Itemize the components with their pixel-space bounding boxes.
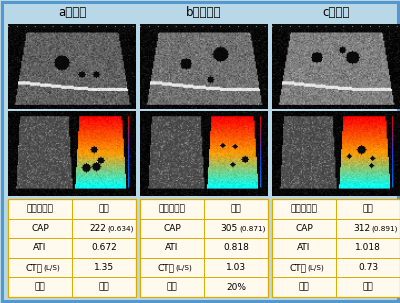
Text: 中度: 中度	[231, 204, 241, 213]
Text: なし: なし	[99, 283, 109, 292]
Text: なし: なし	[363, 283, 373, 292]
Bar	[140, 199, 268, 297]
Text: 1.018: 1.018	[355, 244, 381, 252]
Text: 組織: 組織	[167, 283, 177, 292]
Text: (0.634): (0.634)	[107, 225, 133, 232]
Bar	[272, 199, 400, 297]
Text: CAP: CAP	[31, 224, 49, 233]
Text: 組織: 組織	[299, 283, 309, 292]
Text: 222: 222	[89, 224, 106, 233]
Text: 0.73: 0.73	[358, 263, 378, 272]
Text: (0.871): (0.871)	[239, 225, 265, 232]
Text: CT値: CT値	[289, 263, 306, 272]
Text: 断層像診断: 断層像診断	[158, 204, 186, 213]
Text: (L/S): (L/S)	[43, 264, 60, 271]
Text: c：高度: c：高度	[322, 6, 350, 19]
Text: 断層像診断: 断層像診断	[26, 204, 54, 213]
Bar	[8, 199, 136, 297]
Text: 0.672: 0.672	[91, 244, 117, 252]
Text: 高度: 高度	[363, 204, 373, 213]
Text: 20%: 20%	[226, 283, 246, 292]
Text: CT値: CT値	[157, 263, 174, 272]
Text: 305: 305	[221, 224, 238, 233]
Text: CAP: CAP	[163, 224, 181, 233]
Text: ATI: ATI	[297, 244, 311, 252]
Text: ATI: ATI	[33, 244, 47, 252]
Text: 組織: 組織	[35, 283, 45, 292]
Text: 0.818: 0.818	[223, 244, 249, 252]
Text: b：中等度: b：中等度	[186, 6, 222, 19]
Text: 312: 312	[353, 224, 370, 233]
Text: (L/S): (L/S)	[307, 264, 324, 271]
Text: (0.891): (0.891)	[371, 225, 397, 232]
Text: 1.03: 1.03	[226, 263, 246, 272]
Text: CT値: CT値	[25, 263, 42, 272]
Text: CAP: CAP	[295, 224, 313, 233]
Text: 1.35: 1.35	[94, 263, 114, 272]
Text: (L/S): (L/S)	[175, 264, 192, 271]
Text: a：軽度: a：軽度	[58, 6, 86, 19]
Text: ATI: ATI	[165, 244, 179, 252]
Text: 断層像診断: 断層像診断	[290, 204, 318, 213]
Text: 軽度: 軽度	[99, 204, 109, 213]
